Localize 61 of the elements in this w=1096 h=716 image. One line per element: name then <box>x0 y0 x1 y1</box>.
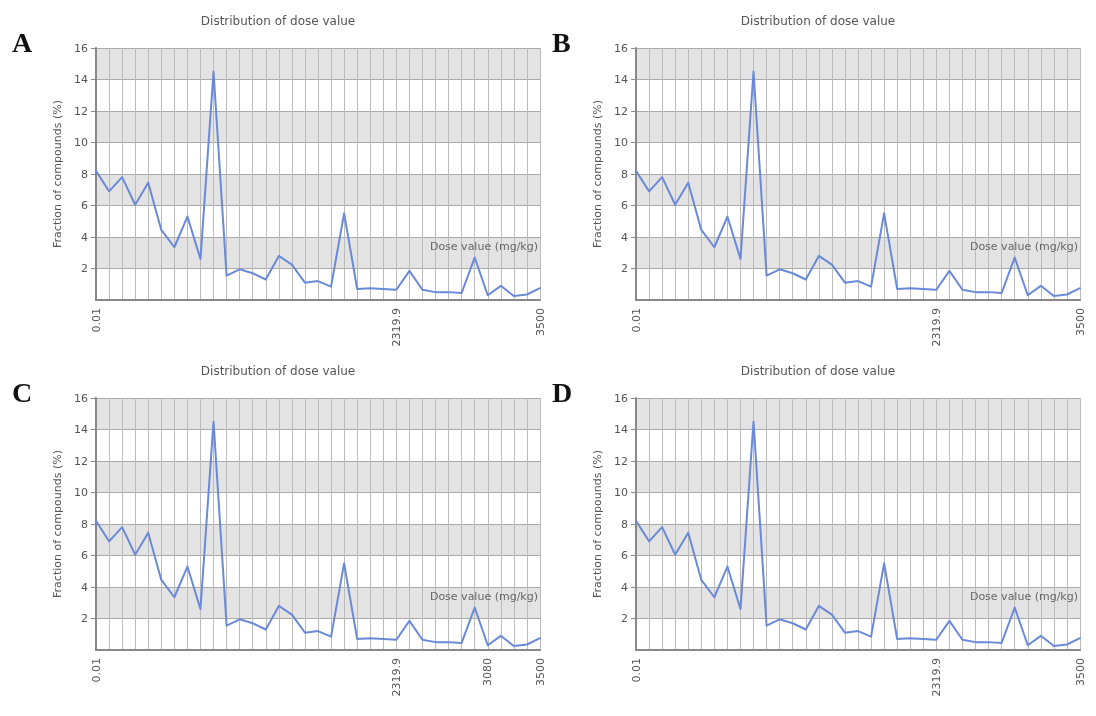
y-tick-label: 14 <box>74 423 88 436</box>
y-tick-label: 12 <box>74 454 88 468</box>
y-tick-label: 14 <box>614 73 628 86</box>
y-tick-label: 10 <box>614 136 628 149</box>
x-axis-title: Dose value (mg/kg) <box>429 240 538 253</box>
x-axis-title: Dose value (mg/kg) <box>969 590 1078 603</box>
y-tick-label: 6 <box>621 199 628 212</box>
y-tick-label: 10 <box>74 136 88 149</box>
y-tick-label: 12 <box>74 104 88 118</box>
y-tick-label: 8 <box>81 167 88 181</box>
chart-title: Distribution of dose value <box>740 14 896 28</box>
y-tick-label: 2 <box>621 612 628 625</box>
y-tick-label: 10 <box>74 486 88 499</box>
y-tick-label: 4 <box>81 580 88 594</box>
y-axis-title: Fraction of compounds (%) <box>51 100 65 248</box>
y-tick-label: 6 <box>81 549 88 562</box>
x-tick-label: 3080 <box>481 658 495 686</box>
y-tick-label: 16 <box>74 391 88 405</box>
x-tick-label: 3500 <box>1073 308 1087 336</box>
x-tick-label: 3500 <box>1073 658 1087 686</box>
y-axis-title: Fraction of compounds (%) <box>51 450 65 598</box>
y-tick-label: 6 <box>81 199 88 212</box>
x-tick-label: 2319.9 <box>389 308 403 347</box>
y-tick-label: 4 <box>621 580 628 594</box>
y-tick-label: 4 <box>621 230 628 244</box>
x-tick-label: 2319.9 <box>929 308 943 347</box>
y-tick-label: 8 <box>621 167 628 181</box>
y-tick-label: 2 <box>621 262 628 275</box>
y-tick-label: 14 <box>74 73 88 86</box>
chart-title: Distribution of dose value <box>200 14 356 28</box>
y-tick-label: 10 <box>614 486 628 499</box>
x-axis-title: Dose value (mg/kg) <box>969 240 1078 253</box>
chart-title: Distribution of dose value <box>740 364 896 378</box>
y-tick-label: 12 <box>614 454 628 468</box>
y-tick-label: 8 <box>621 517 628 531</box>
y-tick-label: 16 <box>614 41 628 55</box>
chart-title: Distribution of dose value <box>200 364 356 378</box>
y-tick-label: 16 <box>74 41 88 55</box>
x-tick-label: 3500 <box>533 308 547 336</box>
x-tick-label: 2319.9 <box>929 658 943 697</box>
text: D <box>552 376 573 408</box>
y-axis-title: Fraction of compounds (%) <box>591 450 605 598</box>
y-tick-label: 6 <box>621 549 628 562</box>
y-tick-label: 14 <box>614 423 628 436</box>
y-tick-label: 12 <box>614 104 628 118</box>
y-tick-label: 8 <box>81 517 88 531</box>
x-tick-label: 0.01 <box>89 308 103 333</box>
x-tick-label: 0.01 <box>89 658 103 683</box>
text: B <box>552 26 571 58</box>
x-tick-label: 0.01 <box>629 658 643 683</box>
x-tick-label: 3500 <box>533 658 547 686</box>
x-tick-label: 0.01 <box>629 308 643 333</box>
y-tick-label: 2 <box>81 262 88 275</box>
y-tick-label: 2 <box>81 612 88 625</box>
y-tick-label: 4 <box>81 230 88 244</box>
text: A <box>12 26 33 58</box>
y-tick-label: 16 <box>614 391 628 405</box>
x-axis-title: Dose value (mg/kg) <box>429 590 538 603</box>
text: C <box>12 376 33 408</box>
y-axis-title: Fraction of compounds (%) <box>591 100 605 248</box>
x-tick-label: 2319.9 <box>389 658 403 697</box>
